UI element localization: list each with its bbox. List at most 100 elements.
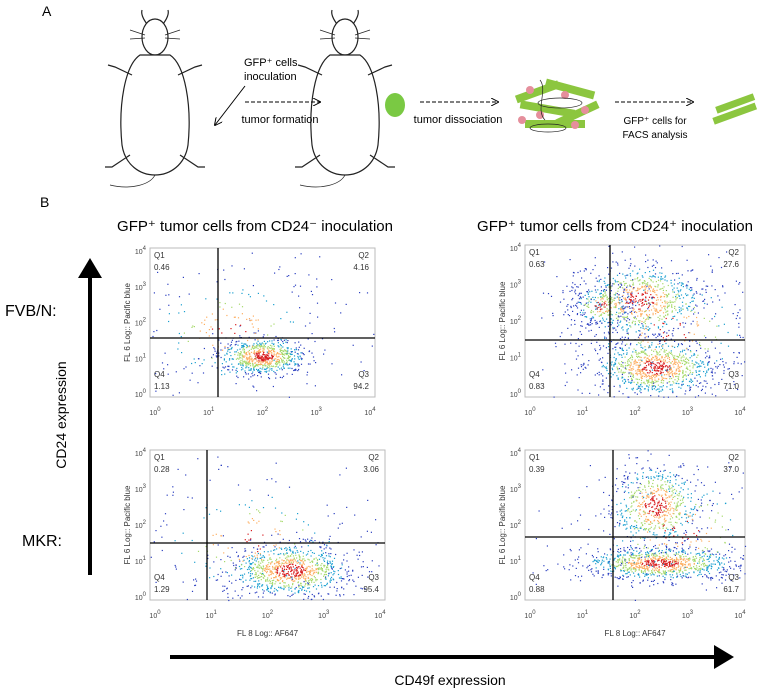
event-dot	[666, 324, 667, 325]
event-dot	[658, 375, 659, 376]
event-dot	[683, 573, 684, 574]
event-dot	[620, 338, 621, 339]
event-dot	[333, 566, 334, 567]
event-dot	[236, 368, 237, 369]
event-dot	[298, 349, 299, 350]
event-dot	[288, 562, 289, 563]
event-dot	[680, 308, 681, 309]
event-dot	[696, 547, 697, 548]
event-dot	[648, 358, 649, 359]
event-dot	[622, 393, 623, 394]
event-dot	[697, 366, 698, 367]
event-dot	[224, 347, 225, 348]
event-dot	[643, 282, 644, 283]
event-dot	[314, 582, 315, 583]
event-dot	[696, 567, 697, 568]
event-dot	[714, 316, 715, 317]
event-dot	[637, 288, 638, 289]
event-dot	[285, 547, 286, 548]
event-dot	[630, 365, 631, 366]
inoculation-label: inoculation	[244, 71, 297, 83]
event-dot	[608, 302, 609, 303]
event-dot	[740, 557, 741, 558]
event-dot	[220, 511, 221, 512]
event-dot	[267, 581, 268, 582]
event-dot	[588, 330, 589, 331]
event-dot	[314, 360, 315, 361]
event-dot	[271, 574, 272, 575]
event-dot	[677, 288, 678, 289]
event-dot	[667, 370, 668, 371]
event-dot	[616, 318, 617, 319]
event-dot	[625, 381, 626, 382]
event-dot	[269, 358, 270, 359]
event-dot	[642, 376, 643, 377]
event-dot	[287, 373, 288, 374]
event-dot	[566, 306, 567, 307]
event-dot	[257, 567, 258, 568]
event-dot	[240, 363, 241, 364]
event-dot	[637, 374, 638, 375]
event-dot	[629, 567, 630, 568]
mouse-icon	[295, 10, 395, 187]
event-dot	[625, 365, 626, 366]
event-dot	[655, 304, 656, 305]
event-dot	[638, 300, 639, 301]
event-dot	[728, 346, 729, 347]
event-dot	[658, 560, 659, 561]
event-dot	[639, 552, 640, 553]
event-dot	[672, 388, 673, 389]
event-dot	[617, 368, 618, 369]
event-dot	[263, 343, 264, 344]
event-dot	[245, 580, 246, 581]
event-dot	[263, 336, 264, 337]
event-dot	[273, 577, 274, 578]
event-dot	[644, 280, 645, 281]
event-dot	[630, 556, 631, 557]
event-dot	[289, 578, 290, 579]
event-dot	[564, 363, 565, 364]
event-dot	[642, 581, 643, 582]
event-dot	[601, 290, 602, 291]
event-dot	[629, 549, 630, 550]
event-dot	[222, 572, 223, 573]
event-dot	[315, 580, 316, 581]
panel-label: A	[42, 3, 52, 19]
event-dot	[651, 378, 652, 379]
event-dot	[292, 354, 293, 355]
event-dot	[682, 363, 683, 364]
event-dot	[666, 290, 667, 291]
event-dot	[283, 565, 284, 566]
event-dot	[577, 314, 578, 315]
event-dot	[260, 349, 261, 350]
event-dot	[656, 365, 657, 366]
event-dot	[296, 567, 297, 568]
event-dot	[257, 557, 258, 558]
event-dot	[597, 311, 598, 312]
event-dot	[239, 579, 240, 580]
event-dot	[668, 371, 669, 372]
event-dot	[273, 580, 274, 581]
event-dot	[250, 320, 251, 321]
event-dot	[202, 363, 203, 364]
event-dot	[239, 566, 240, 567]
event-dot	[286, 560, 287, 561]
event-dot	[294, 588, 295, 589]
event-dot	[326, 574, 327, 575]
event-dot	[632, 302, 633, 303]
event-dot	[693, 308, 694, 309]
event-dot	[634, 279, 635, 280]
event-dot	[607, 392, 608, 393]
event-dot	[678, 387, 679, 388]
event-dot	[736, 318, 737, 319]
inoculation-label: GFP⁺ cells	[244, 57, 298, 69]
event-dot	[282, 346, 283, 347]
event-dot	[258, 341, 259, 342]
event-dot	[242, 363, 243, 364]
event-dot	[313, 559, 314, 560]
event-dot	[671, 280, 672, 281]
event-dot	[591, 291, 592, 292]
event-dot	[324, 561, 325, 562]
event-dot	[252, 346, 253, 347]
event-dot	[256, 369, 257, 370]
